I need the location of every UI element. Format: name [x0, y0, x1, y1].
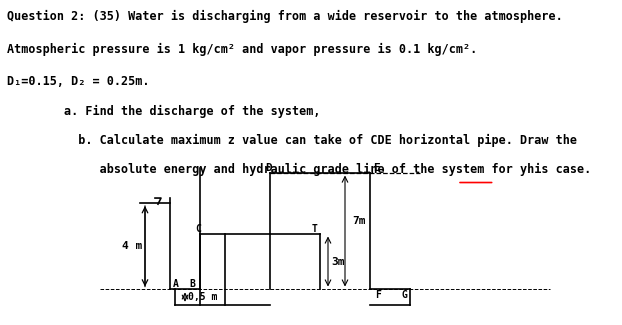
Text: A: A [173, 280, 179, 290]
Text: 0,5 m: 0,5 m [188, 292, 217, 302]
Text: Question 2: (35) Water is discharging from a wide reservoir to the atmosphere.: Question 2: (35) Water is discharging fr… [7, 10, 563, 23]
Text: D₁=0.15, D₂ = 0.25m.: D₁=0.15, D₂ = 0.25m. [7, 75, 150, 88]
Text: a. Find the discharge of the system,: a. Find the discharge of the system, [7, 105, 321, 118]
Text: B: B [189, 280, 195, 290]
Text: 4 m: 4 m [122, 241, 142, 251]
Text: G: G [402, 290, 408, 300]
Text: absolute energy and hydraulic grade line of the system for yhis case.: absolute energy and hydraulic grade line… [7, 162, 592, 176]
Text: 3m: 3m [331, 256, 345, 266]
Text: C: C [195, 224, 201, 234]
Text: T: T [312, 224, 318, 234]
Text: 7m: 7m [352, 216, 366, 226]
Text: b. Calculate maximum z value can take of CDE horizontal pipe. Draw the: b. Calculate maximum z value can take of… [7, 134, 577, 148]
Text: E.: E. [373, 162, 386, 173]
Text: F: F [375, 290, 381, 300]
Text: Atmospheric pressure is 1 kg/cm² and vapor pressure is 0.1 kg/cm².: Atmospheric pressure is 1 kg/cm² and vap… [7, 43, 478, 56]
Text: D: D [265, 162, 272, 173]
